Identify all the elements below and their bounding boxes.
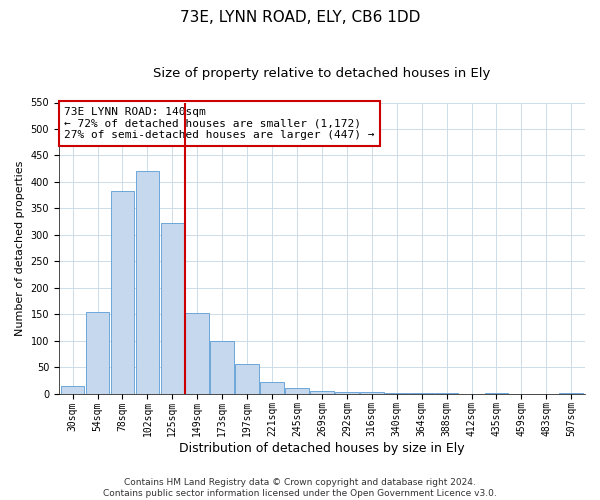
Bar (86, 312, 109, 394)
Bar (110, 191, 134, 394)
Bar (385, 393, 409, 394)
Bar (136, 172, 159, 394)
Title: Size of property relative to detached houses in Ely: Size of property relative to detached ho… (153, 68, 491, 80)
Bar (61, 386, 85, 394)
Bar (335, 392, 359, 394)
Bar (211, 340, 234, 394)
Text: 73E LYNN ROAD: 140sqm
← 72% of detached houses are smaller (1,172)
27% of semi-d: 73E LYNN ROAD: 140sqm ← 72% of detached … (64, 107, 374, 140)
Text: Contains HM Land Registry data © Crown copyright and database right 2024.
Contai: Contains HM Land Registry data © Crown c… (103, 478, 497, 498)
Bar (435, 393, 458, 394)
Bar (185, 312, 209, 394)
Bar (235, 364, 259, 394)
Text: 73E, LYNN ROAD, ELY, CB6 1DD: 73E, LYNN ROAD, ELY, CB6 1DD (180, 10, 420, 25)
Y-axis label: Number of detached properties: Number of detached properties (15, 160, 25, 336)
Bar (410, 393, 434, 394)
Bar (260, 382, 284, 394)
Bar (285, 388, 309, 394)
Bar (485, 393, 508, 394)
Bar (310, 391, 334, 394)
Bar (360, 392, 383, 394)
X-axis label: Distribution of detached houses by size in Ely: Distribution of detached houses by size … (179, 442, 465, 455)
Bar (161, 222, 184, 394)
Bar (559, 393, 583, 394)
